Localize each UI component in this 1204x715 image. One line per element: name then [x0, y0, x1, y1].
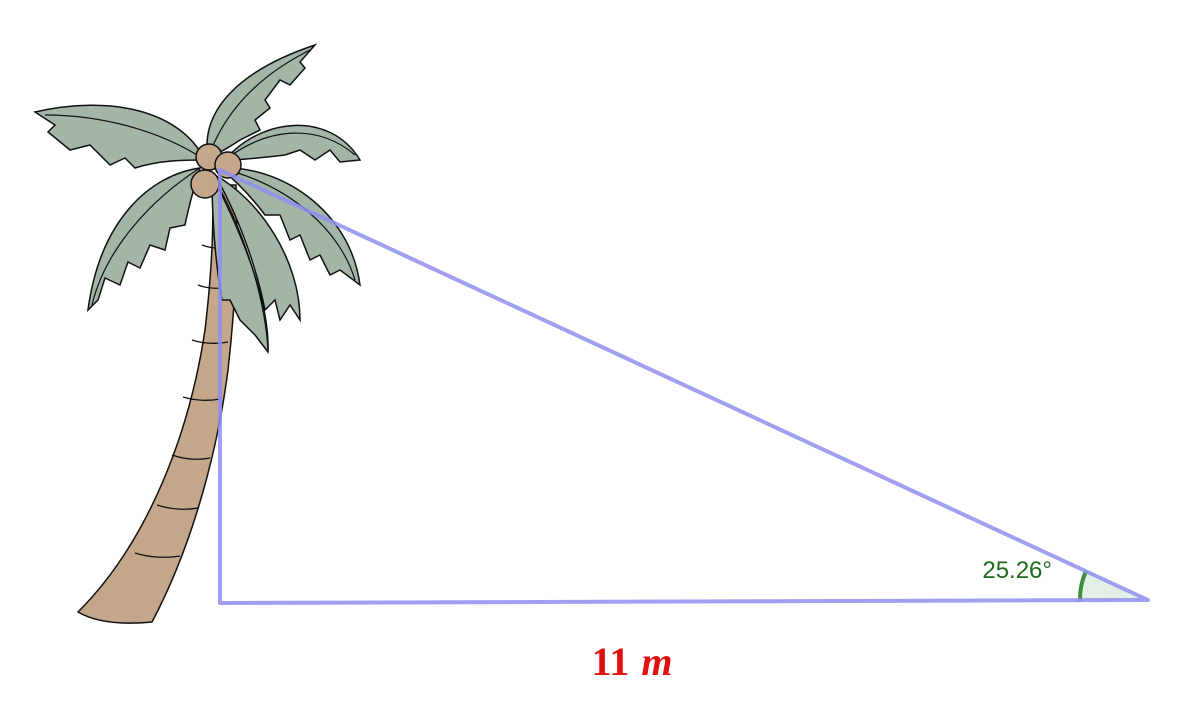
angle-label: 25.26°	[982, 557, 1052, 584]
triangle	[218, 168, 1150, 605]
base-value: 11	[592, 639, 630, 684]
base-unit: m	[641, 639, 672, 684]
base-label: 11 m	[592, 639, 673, 684]
palm-tree	[33, 43, 362, 624]
